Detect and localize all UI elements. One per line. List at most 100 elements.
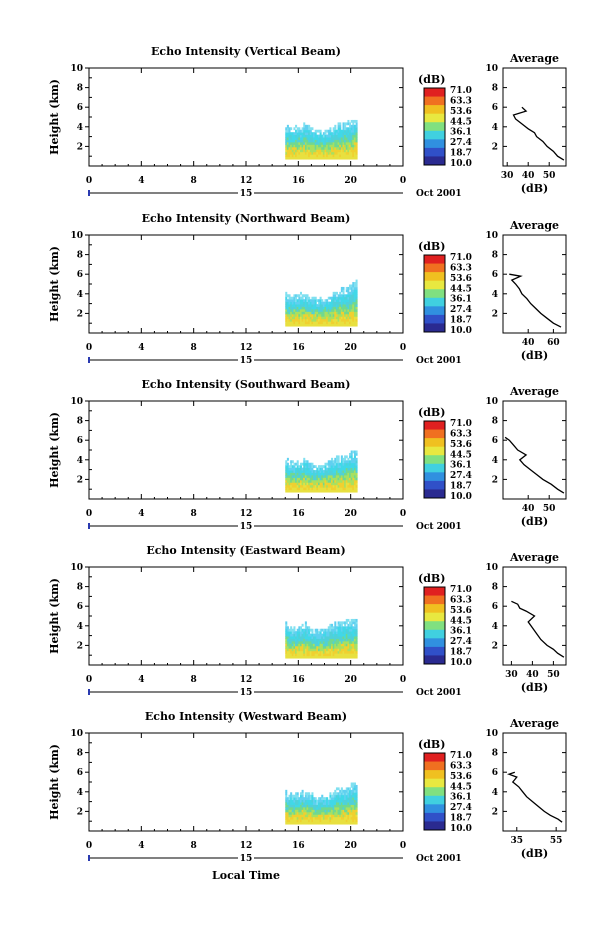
echo-cell bbox=[313, 474, 316, 478]
echo-cell bbox=[349, 819, 352, 823]
echo-cell bbox=[322, 487, 325, 491]
echo-cell bbox=[311, 141, 314, 145]
echo-cell bbox=[313, 645, 316, 649]
echo-cell bbox=[311, 811, 314, 815]
echo-cell bbox=[319, 484, 322, 488]
echo-cell bbox=[335, 477, 338, 481]
echo-cell bbox=[293, 144, 296, 148]
echo-cell bbox=[340, 650, 343, 654]
echo-cell bbox=[293, 296, 296, 300]
echo-cell bbox=[314, 633, 317, 637]
echo-cell bbox=[308, 127, 311, 131]
echo-cell bbox=[321, 650, 324, 654]
echo-cell bbox=[332, 144, 335, 148]
colorbar-band bbox=[424, 147, 445, 157]
echo-cell bbox=[332, 650, 335, 654]
echo-cell bbox=[334, 465, 337, 469]
profile-x-tick-label: 50 bbox=[547, 670, 560, 680]
echo-cell bbox=[339, 467, 342, 471]
echo-cell bbox=[337, 301, 340, 305]
echo-cell bbox=[326, 474, 329, 478]
echo-cell bbox=[296, 811, 299, 815]
echo-cell bbox=[304, 474, 307, 478]
echo-cell bbox=[293, 321, 296, 325]
echo-cell bbox=[339, 645, 342, 649]
echo-cell bbox=[349, 626, 352, 630]
echo-cell bbox=[309, 484, 312, 488]
echo-cell bbox=[288, 653, 291, 657]
echo-cell bbox=[349, 633, 352, 637]
echo-cell bbox=[324, 479, 327, 483]
echo-cell bbox=[291, 149, 294, 153]
colorbar-tick-label: 10.0 bbox=[450, 492, 472, 502]
echo-cell bbox=[340, 296, 343, 300]
echo-cell bbox=[350, 636, 353, 639]
echo-cell bbox=[285, 127, 288, 131]
echo-cell bbox=[309, 139, 312, 143]
echo-cell bbox=[337, 484, 340, 488]
echo-cell bbox=[324, 489, 327, 493]
echo-cell bbox=[296, 144, 299, 148]
echo-cell bbox=[335, 489, 338, 493]
echo-cell bbox=[309, 643, 312, 647]
echo-cell bbox=[308, 308, 311, 312]
profile-y-tick-label: 8 bbox=[492, 417, 498, 427]
echo-cell bbox=[326, 484, 329, 488]
echo-cell bbox=[344, 623, 347, 627]
echo-cell bbox=[304, 477, 307, 481]
echo-cell bbox=[332, 797, 335, 801]
echo-cell bbox=[342, 146, 345, 150]
echo-cell bbox=[298, 809, 301, 813]
echo-cell bbox=[298, 821, 301, 825]
echo-cell bbox=[303, 139, 306, 143]
echo-cell bbox=[324, 809, 327, 813]
echo-cell bbox=[311, 132, 314, 136]
echo-cell bbox=[299, 304, 303, 307]
x-tick-label: 0 bbox=[86, 509, 92, 519]
echo-cell bbox=[306, 633, 309, 637]
echo-cell bbox=[339, 316, 342, 320]
x-tick-label: 0 bbox=[86, 176, 92, 186]
echo-cell bbox=[313, 479, 316, 483]
echo-cell bbox=[291, 323, 294, 327]
echo-cell bbox=[340, 467, 343, 471]
echo-cell bbox=[355, 472, 358, 476]
echo-cell bbox=[339, 137, 342, 140]
echo-cell bbox=[331, 797, 334, 801]
echo-cell bbox=[303, 489, 306, 493]
echo-cell bbox=[345, 294, 348, 298]
echo-cell bbox=[347, 787, 350, 791]
echo-cell bbox=[339, 789, 342, 793]
colorbar-tick-label: 18.7 bbox=[450, 814, 472, 824]
echo-cell bbox=[296, 311, 299, 315]
echo-cell bbox=[299, 306, 303, 310]
echo-cell bbox=[298, 482, 301, 486]
echo-cell bbox=[299, 636, 303, 639]
echo-cell bbox=[319, 636, 322, 639]
echo-cell bbox=[296, 316, 299, 320]
echo-cell bbox=[321, 299, 324, 303]
echo-cell bbox=[319, 650, 322, 654]
echo-cell bbox=[324, 156, 327, 160]
colorbar-band bbox=[424, 130, 445, 140]
echo-cell bbox=[340, 301, 343, 305]
echo-cell bbox=[304, 460, 307, 464]
echo-cell bbox=[331, 487, 334, 491]
profile-x-label: (dB) bbox=[521, 182, 548, 195]
echo-cell bbox=[339, 308, 342, 312]
echo-cell bbox=[301, 477, 304, 481]
echo-cell bbox=[293, 489, 296, 493]
echo-cell bbox=[317, 299, 320, 303]
echo-cell bbox=[345, 787, 348, 791]
echo-cell bbox=[355, 489, 358, 493]
echo-cell bbox=[344, 792, 347, 796]
echo-cell bbox=[355, 301, 358, 305]
echo-cell bbox=[345, 811, 348, 815]
echo-cell bbox=[355, 139, 358, 143]
echo-cell bbox=[345, 804, 348, 808]
echo-cell bbox=[352, 289, 355, 293]
echo-cell bbox=[301, 638, 304, 642]
echo-cell bbox=[306, 301, 309, 305]
echo-cell bbox=[303, 149, 306, 153]
y-tick-label: 6 bbox=[77, 768, 83, 778]
